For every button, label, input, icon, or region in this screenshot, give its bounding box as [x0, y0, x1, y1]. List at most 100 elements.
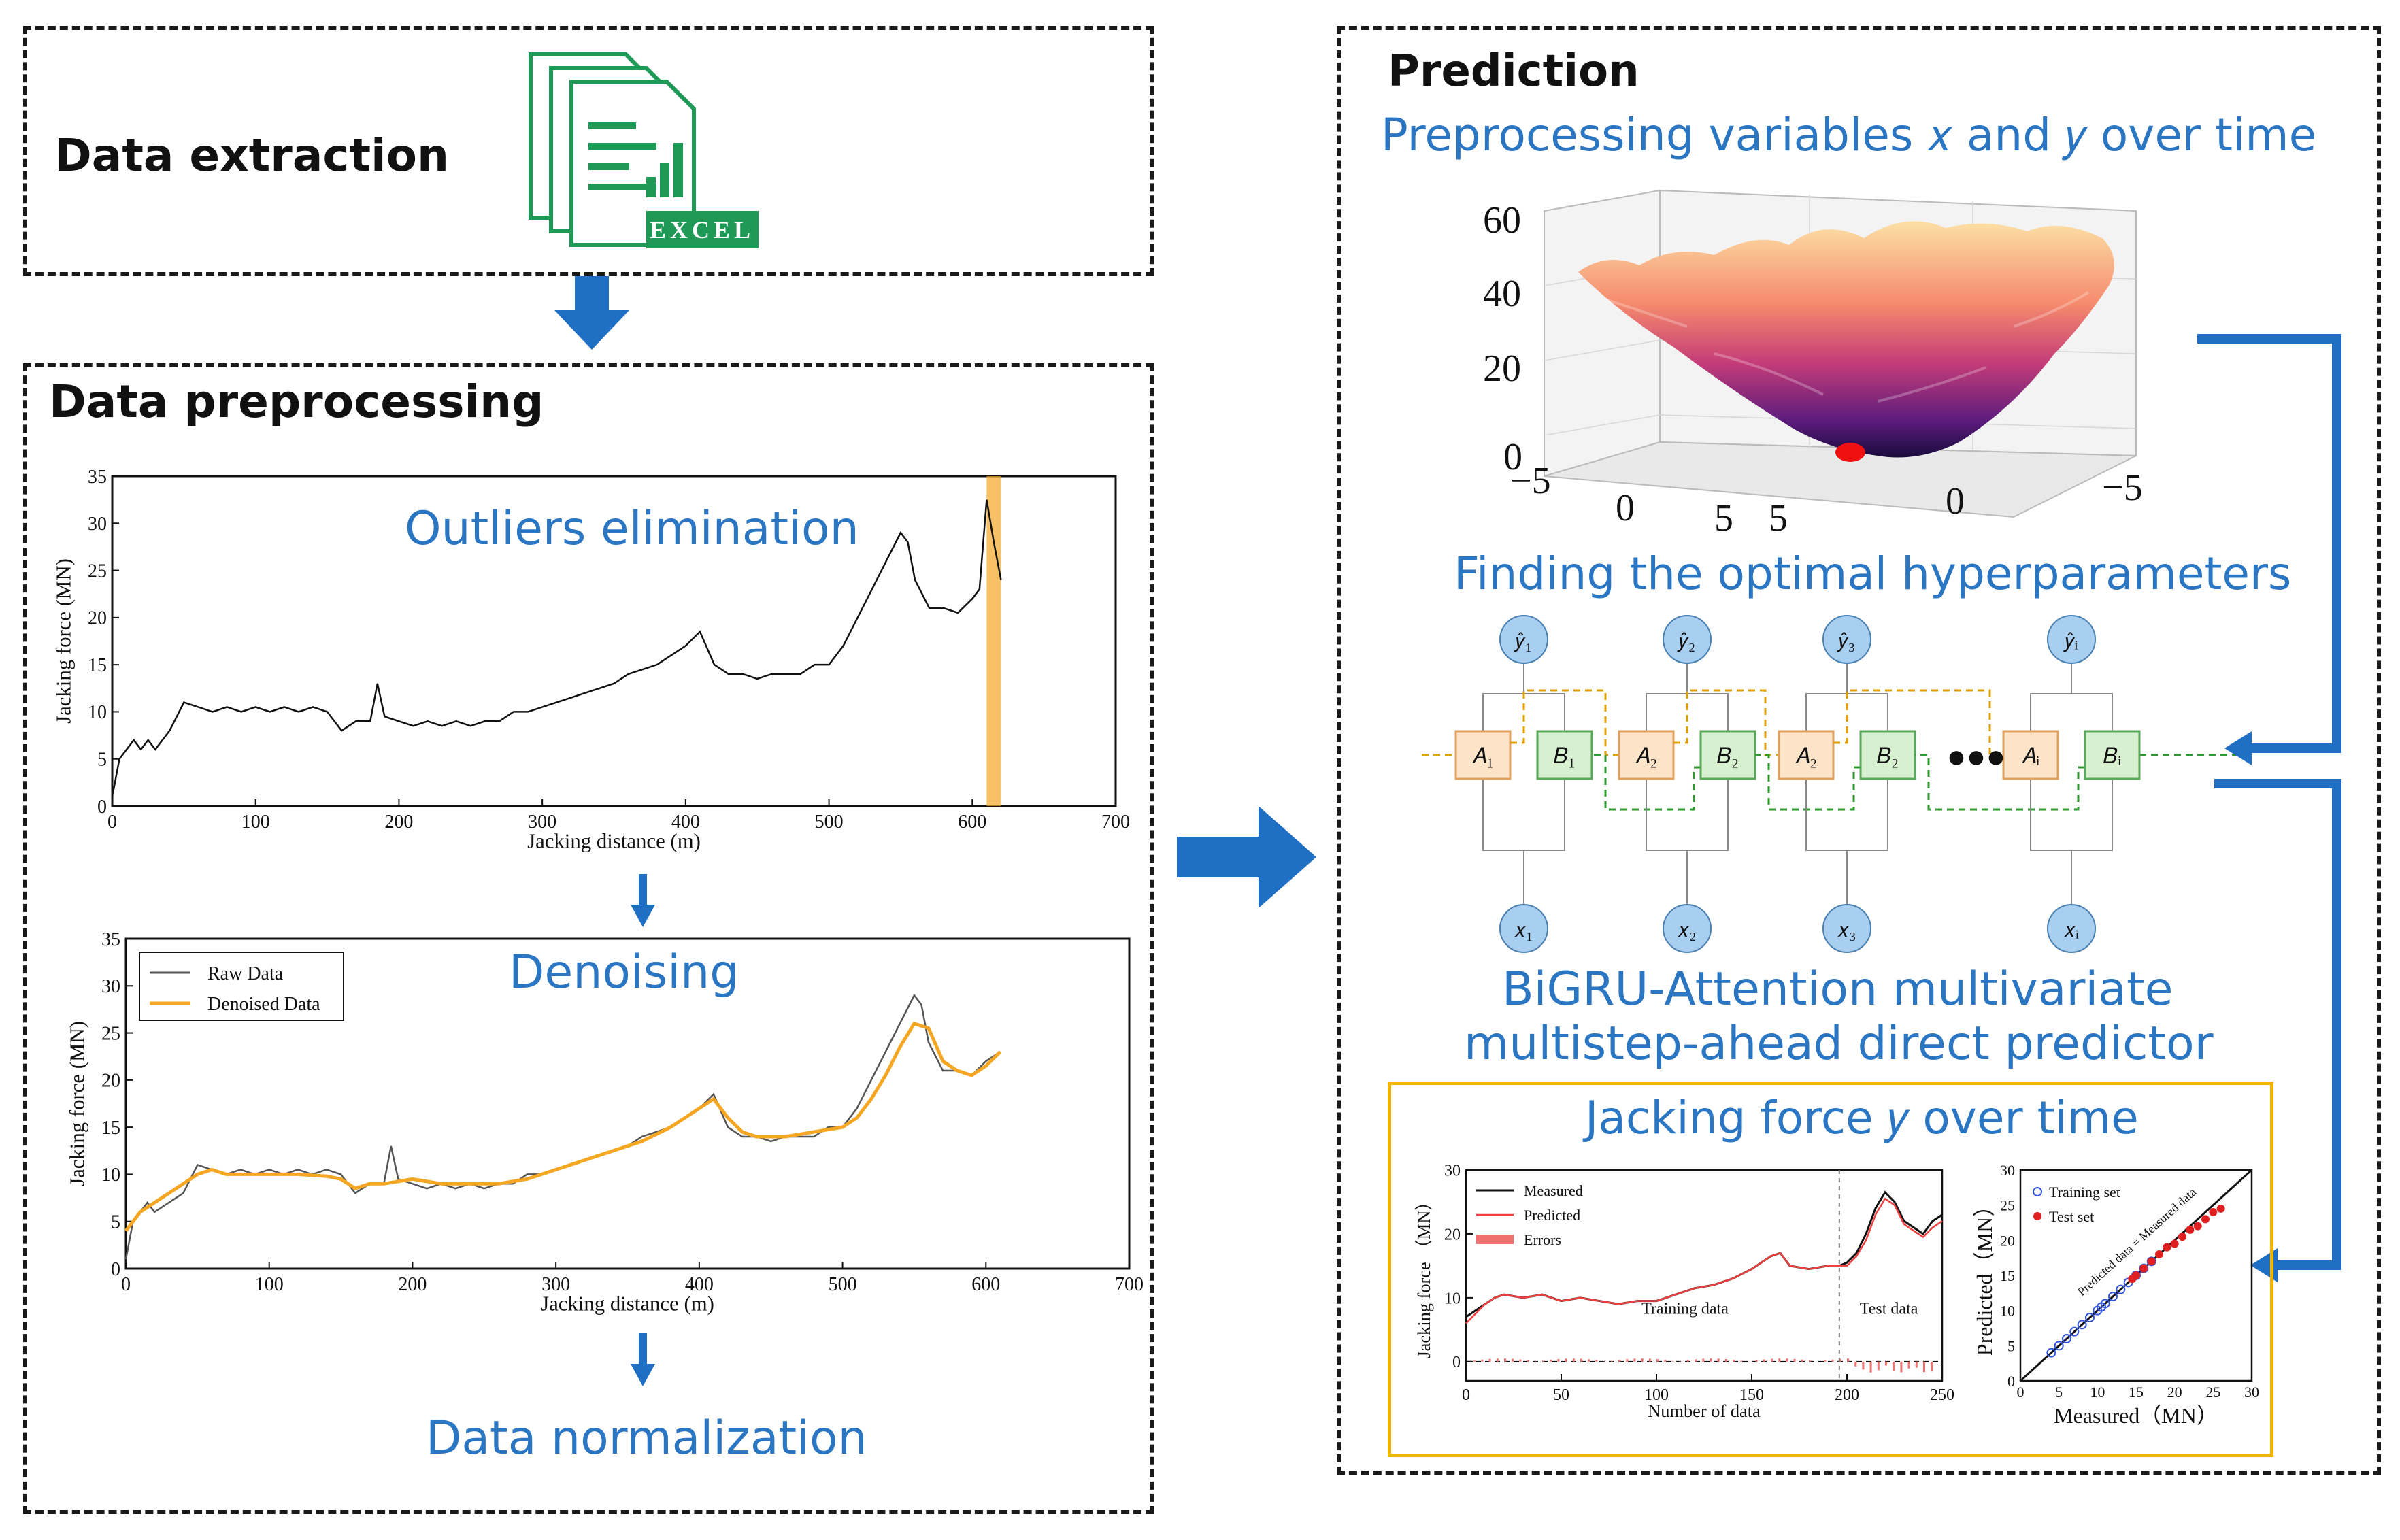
legend-label: Measured	[1524, 1182, 1583, 1199]
legend-label: Test set	[2049, 1208, 2094, 1225]
surface-xtick: −5	[1510, 460, 1551, 502]
forward-cell-label: 𝐴₂	[1795, 743, 1817, 768]
y-tick-label: 10	[101, 1165, 120, 1186]
error-bar	[1488, 1358, 1491, 1362]
outlier-highlight-band	[986, 476, 1001, 806]
series-line	[124, 1021, 1002, 1233]
surface-ztick: 40	[1483, 273, 1521, 315]
plot-frame	[124, 937, 1131, 1270]
backward-cell-label: 𝐵ᵢ	[2103, 743, 2121, 768]
y-tick-label: 10	[2000, 1303, 2015, 1320]
y-tick-label: 30	[1444, 1162, 1461, 1179]
error-bar	[1923, 1361, 1925, 1373]
error-bar	[1755, 1360, 1758, 1362]
x-tick-label: 500	[815, 811, 844, 833]
error-bar	[1550, 1360, 1552, 1362]
error-bar	[1733, 1360, 1735, 1362]
jacking-force-label: Jacking force 𝑦 over time	[1585, 1092, 2139, 1144]
test-point	[2209, 1208, 2218, 1216]
input-node	[1822, 904, 1871, 953]
error-bar	[1618, 1360, 1620, 1362]
data-extraction-panel	[23, 26, 1154, 276]
legend-swatch	[2033, 1187, 2042, 1196]
y-tick-label: 30	[88, 514, 107, 535]
plot-frame	[1465, 1169, 1944, 1382]
y-tick-label: 25	[2000, 1197, 2015, 1214]
x-tick-label: 400	[671, 811, 700, 833]
surface-ytick: −5	[2102, 467, 2143, 509]
error-bar	[1907, 1361, 1910, 1369]
backward-gru-cell	[1699, 730, 1756, 780]
backward-gru-cell	[2084, 730, 2141, 780]
surface-ytick: 0	[1946, 480, 1965, 522]
input-node-label: 𝑥₂	[1678, 919, 1696, 941]
x-tick-label: 400	[685, 1274, 714, 1295]
data-extraction-title: Data extraction	[54, 129, 449, 182]
y-tick-label: 15	[88, 655, 107, 676]
error-bar	[1900, 1361, 1903, 1373]
surface-ztick: 0	[1503, 436, 1522, 478]
error-bar	[1519, 1359, 1522, 1362]
training-point	[2085, 1313, 2095, 1322]
error-bar	[1702, 1358, 1705, 1362]
prediction-panel	[1337, 26, 2381, 1475]
identity-annotation: Predicted data = Measured data	[2075, 1185, 2199, 1299]
prediction-title: Prediction	[1388, 46, 1639, 97]
output-node	[1663, 615, 1712, 664]
y-tick-label: 5	[111, 1212, 120, 1233]
error-bar	[1717, 1358, 1720, 1362]
forward-cell-label: 𝐴₁	[1472, 743, 1494, 768]
x-tick-label: 300	[528, 811, 556, 833]
predictor-label-line2: multistep-ahead direct predictor	[1464, 1017, 2214, 1071]
y-tick-label: 20	[2000, 1232, 2015, 1249]
error-bar	[1893, 1361, 1895, 1371]
error-bar	[1641, 1358, 1644, 1362]
x-tick-label: 200	[398, 1274, 427, 1295]
y-tick-label: 15	[2000, 1267, 2015, 1284]
error-bar	[1580, 1358, 1582, 1362]
connector	[1805, 779, 1888, 851]
input-node	[2047, 904, 2096, 953]
error-bar	[1473, 1360, 1476, 1362]
predictor-label-line1: BiGRU-Attention multivariate	[1502, 962, 2173, 1016]
legend-box	[139, 952, 344, 1021]
output-node-label: 𝑦̂₃	[1837, 630, 1855, 652]
y-tick-label: 20	[101, 1071, 120, 1092]
error-bar	[1603, 1361, 1605, 1362]
test-point	[2186, 1225, 2195, 1234]
output-node-label: 𝑦̂₁	[1514, 630, 1532, 652]
error-bar	[1633, 1358, 1636, 1362]
test-point	[2147, 1257, 2156, 1266]
surface-ztick: 60	[1483, 199, 1521, 241]
error-bar	[1496, 1358, 1499, 1362]
y-tick-label: 25	[88, 560, 107, 582]
input-node-label: 𝑥ᵢ	[2064, 919, 2079, 941]
error-bar	[1847, 1358, 1849, 1362]
y-tick-label: 20	[1444, 1226, 1461, 1243]
test-point	[2132, 1271, 2140, 1279]
error-bar	[1824, 1360, 1827, 1362]
forward-cell-label: 𝐴₂	[1635, 743, 1657, 768]
small-down-arrow-icon	[631, 1333, 655, 1386]
y-axis-label: Predicted（MN）	[1972, 1195, 1997, 1356]
x-tick-label: 600	[971, 1274, 1000, 1295]
series-line	[1465, 1197, 1943, 1324]
error-bar	[1885, 1361, 1887, 1366]
optimal-hyperparameters-label: Finding the optimal hyperparameters	[1454, 548, 2292, 600]
error-bar	[1565, 1358, 1567, 1362]
error-bar	[1809, 1360, 1811, 1362]
series-line	[111, 499, 1002, 797]
x-tick-label: 150	[1739, 1386, 1764, 1404]
x-tick-label: 0	[2017, 1384, 2024, 1401]
forward-gru-cell	[2002, 730, 2059, 780]
output-node-label: 𝑦̂ᵢ	[2063, 630, 2078, 652]
error-bar	[1862, 1361, 1865, 1370]
error-bar	[1626, 1359, 1629, 1362]
test-point	[2170, 1239, 2179, 1248]
jacking-force-result-box	[1388, 1082, 2273, 1457]
error-bar	[1595, 1360, 1598, 1362]
input-node-label: 𝑥₃	[1837, 919, 1856, 941]
training-point	[2062, 1334, 2071, 1343]
test-point	[2178, 1233, 2186, 1241]
surface-xtick: 5	[1714, 497, 1733, 539]
